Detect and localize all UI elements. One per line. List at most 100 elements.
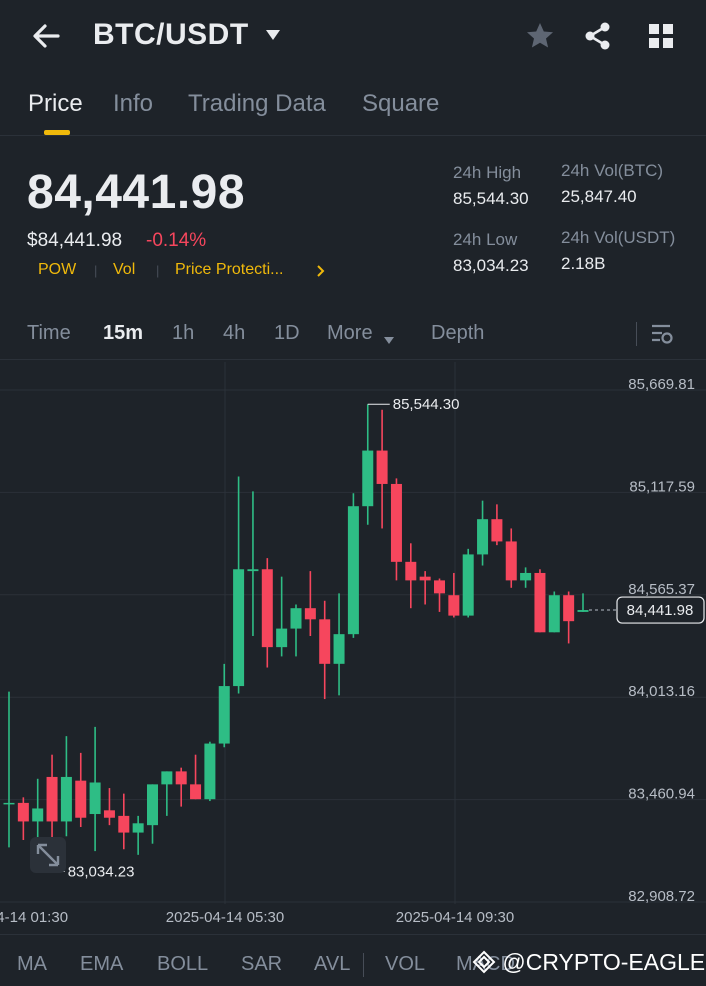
candle-body xyxy=(434,580,445,594)
candle xyxy=(448,572,460,618)
indicator-vol[interactable]: VOL xyxy=(385,953,426,975)
time-axis-label: 2025-04-14 05:30 xyxy=(166,909,284,926)
indicator-boll[interactable]: BOLL xyxy=(157,953,209,975)
stat-24h-low-label: 24h Low xyxy=(453,230,518,249)
divider xyxy=(636,322,637,346)
candle-body xyxy=(261,569,273,648)
candle xyxy=(132,815,144,855)
grid-icon[interactable] xyxy=(645,20,677,52)
candle-body xyxy=(505,541,517,581)
back-arrow-icon[interactable] xyxy=(28,18,64,54)
tag-pow[interactable]: POW xyxy=(38,261,77,278)
candle-body xyxy=(276,628,288,648)
candle-body xyxy=(347,506,359,635)
section-tabs: Price Info Trading Data Square xyxy=(0,72,706,136)
candle xyxy=(333,593,345,696)
interval-time[interactable]: Time xyxy=(27,322,71,344)
candle xyxy=(462,548,474,618)
tag-price-protection[interactable]: Price Protecti... xyxy=(175,261,284,278)
candle xyxy=(261,558,273,668)
price-axis-label: 85,117.59 xyxy=(629,478,695,495)
stat-24h-low-value: 83,034.23 xyxy=(453,256,529,275)
stat-24h-vol-usdt-label: 24h Vol(USDT) xyxy=(561,228,676,247)
time-axis-label: 2025-04-14 09:30 xyxy=(396,909,514,926)
candle-body xyxy=(17,802,29,822)
interval-1h[interactable]: 1h xyxy=(172,322,195,344)
candle xyxy=(175,767,187,807)
candle-body xyxy=(89,782,101,815)
time-axis-label: 04-14 01:30 xyxy=(0,909,68,926)
candle xyxy=(548,591,560,633)
candle-body xyxy=(362,450,374,507)
candle-body xyxy=(304,608,316,620)
chevron-right-icon[interactable] xyxy=(316,261,326,283)
watermark-text: @CRYPTO-EAGLE xyxy=(472,949,705,976)
indicator-bar: MA EMA BOLL SAR AVL VOL MACD @CRYPTO-EAG… xyxy=(0,934,706,986)
interval-bar: Time 15m 1h 4h 1D More Depth xyxy=(0,310,706,360)
candle xyxy=(520,567,532,588)
high-marker-label: 85,544.30 xyxy=(393,396,460,413)
last-price-tag-label: 84,441.98 xyxy=(627,602,694,619)
candle xyxy=(534,569,546,633)
candle-body xyxy=(218,686,230,744)
candle xyxy=(362,404,374,525)
indicator-macd[interactable]: MACD xyxy=(456,953,515,975)
stat-24h-vol-btc-label: 24h Vol(BTC) xyxy=(561,161,664,180)
candle xyxy=(290,604,302,657)
candle-body xyxy=(3,802,15,805)
pair-title[interactable]: BTC/USDT xyxy=(93,18,249,51)
candle-body xyxy=(520,572,532,581)
star-icon[interactable] xyxy=(524,20,556,52)
candle-body xyxy=(46,776,58,822)
candle xyxy=(577,593,589,612)
candle-body xyxy=(534,572,546,633)
interval-4h[interactable]: 4h xyxy=(223,322,246,344)
candle-body xyxy=(448,595,460,616)
price-axis-label: 84,565.37 xyxy=(628,581,695,598)
interval-1d[interactable]: 1D xyxy=(274,322,300,344)
share-icon[interactable] xyxy=(582,20,614,52)
candle-body xyxy=(333,634,345,664)
candle xyxy=(563,591,575,644)
indicator-ma[interactable]: MA xyxy=(17,953,47,975)
candle xyxy=(75,752,87,828)
tag-divider: | xyxy=(94,263,98,278)
candle xyxy=(233,476,245,694)
caret-down-icon[interactable] xyxy=(383,328,395,351)
candle-body xyxy=(290,608,302,629)
candle xyxy=(204,741,216,802)
tab-square[interactable]: Square xyxy=(362,90,440,117)
interval-15m[interactable]: 15m xyxy=(103,322,144,344)
active-tab-indicator xyxy=(44,130,70,135)
indicator-sar[interactable]: SAR xyxy=(241,953,283,975)
tab-price[interactable]: Price xyxy=(28,90,83,117)
candle xyxy=(405,543,417,609)
stat-24h-vol-btc-value: 25,847.40 xyxy=(561,187,637,206)
tag-vol[interactable]: Vol xyxy=(113,261,136,278)
price-axis-label: 82,908.72 xyxy=(628,888,695,905)
candle-body xyxy=(462,554,474,616)
candle-body xyxy=(405,561,417,581)
candle-body xyxy=(132,823,144,833)
tab-info[interactable]: Info xyxy=(113,90,154,117)
candle xyxy=(491,504,503,546)
indicator-ema[interactable]: EMA xyxy=(80,953,124,975)
candlestick-chart[interactable]: 85,544.30 83,034.23 84,441.98 85,669.81 85,… xyxy=(0,362,706,934)
candle-body xyxy=(175,771,187,785)
stat-24h-high-label: 24h High xyxy=(453,163,522,182)
indicator-avl[interactable]: AVL xyxy=(314,953,351,975)
candle xyxy=(218,663,230,748)
candle-body xyxy=(60,776,72,822)
candle xyxy=(89,726,101,852)
interval-depth[interactable]: Depth xyxy=(431,322,485,344)
expand-icon[interactable] xyxy=(30,837,66,873)
price-axis-label: 85,669.81 xyxy=(628,376,695,393)
candle xyxy=(319,600,331,700)
caret-down-icon[interactable] xyxy=(264,28,282,42)
interval-more[interactable]: More xyxy=(327,322,373,344)
last-price: 84,441.98 xyxy=(27,166,246,219)
candle-body xyxy=(548,595,560,633)
chart-settings-icon[interactable] xyxy=(650,323,674,351)
watermark-logo-icon xyxy=(472,950,496,974)
tab-trading-data[interactable]: Trading Data xyxy=(188,90,326,117)
